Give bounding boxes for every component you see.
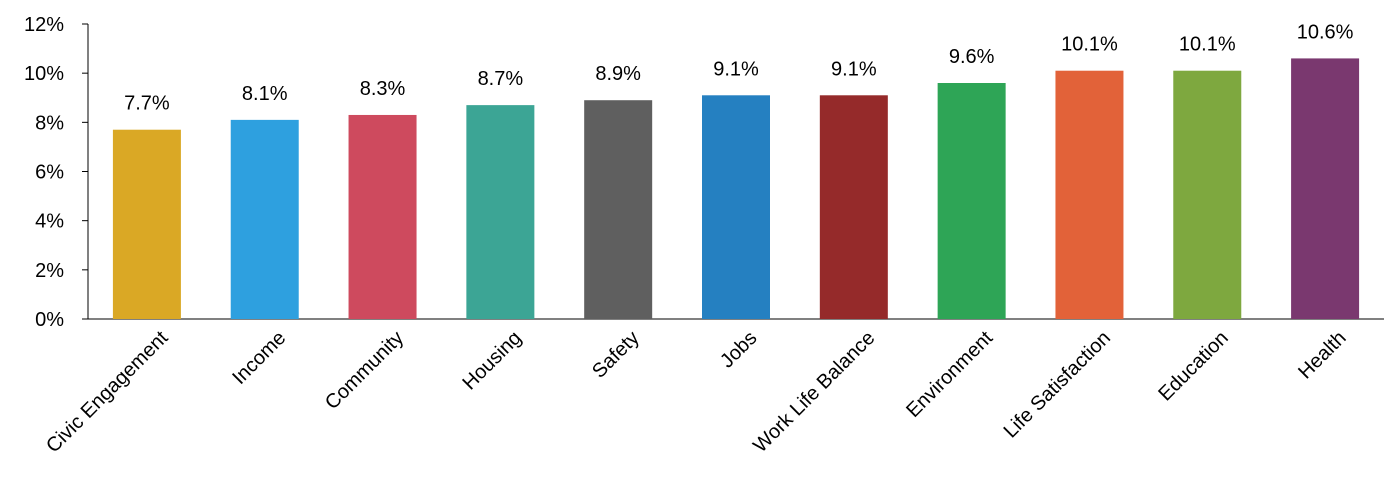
data-label: 8.3% [360, 78, 406, 100]
data-label: 9.1% [713, 58, 759, 80]
y-axis-ticks: 0% 2% 4% 6% 8% 10% 12% [24, 14, 88, 331]
y-tick-label: 12% [24, 14, 64, 36]
data-labels: 7.7% 8.1% 8.3% 8.7% 8.9% 9.1% 9.1% 9.6% 10.1% 10.… [124, 21, 1354, 114]
data-label: 10.1% [1179, 34, 1236, 56]
bar-life-satisfaction [1055, 70, 1124, 319]
category-label: Civic Engagement [42, 327, 173, 458]
category-label: Safety [588, 327, 644, 383]
category-labels: Civic Engagement Income Community Housing Sa… [42, 327, 1351, 458]
category-label: Health [1294, 327, 1350, 383]
data-label: 9.6% [949, 46, 995, 68]
category-label: Jobs [716, 327, 761, 372]
category-label: Education [1154, 327, 1232, 405]
y-tick-label: 6% [35, 162, 64, 184]
category-label: Income [228, 327, 290, 389]
bar-work-life-balance [819, 95, 888, 320]
bars [112, 58, 1360, 320]
y-tick-label: 2% [35, 260, 64, 282]
bar-community [348, 114, 417, 319]
y-tick-label: 10% [24, 63, 64, 85]
data-label: 10.6% [1297, 21, 1354, 43]
bar-civic-engagement [112, 129, 181, 319]
data-label: 8.9% [595, 63, 641, 85]
data-label: 8.1% [242, 83, 288, 105]
bar-housing [466, 105, 535, 319]
bar-jobs [702, 95, 770, 320]
bar-health [1291, 58, 1360, 320]
category-label: Community [321, 327, 408, 414]
bar-environment [937, 83, 1006, 319]
y-tick-label: 8% [35, 112, 64, 134]
data-label: 10.1% [1061, 34, 1118, 56]
y-tick-label: 0% [35, 309, 64, 331]
category-label: Housing [458, 327, 525, 394]
data-label: 7.7% [124, 93, 170, 115]
category-label: Environment [902, 327, 997, 422]
y-tick-label: 4% [35, 211, 64, 233]
bar-income [230, 119, 299, 319]
category-label: Work Life Balance [749, 327, 879, 457]
bar-education [1173, 70, 1242, 319]
data-label: 9.1% [831, 58, 877, 80]
bar-safety [584, 100, 653, 319]
category-label: Life Satisfaction [1000, 327, 1115, 442]
data-label: 8.7% [478, 68, 524, 90]
